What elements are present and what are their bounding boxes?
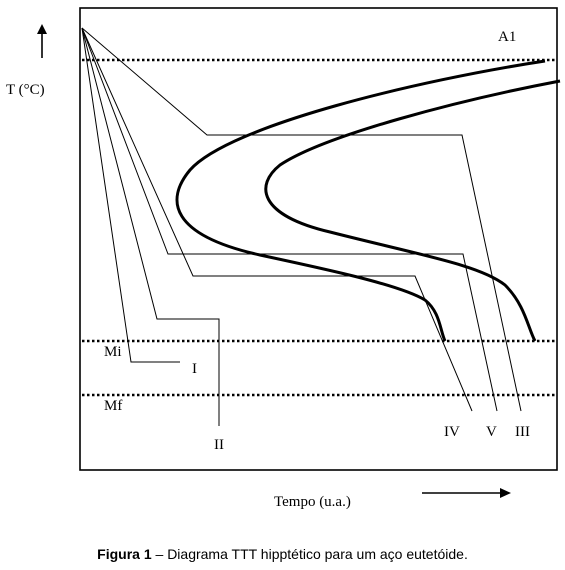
cooling-path-III <box>81 27 522 412</box>
figure-caption-prefix: Figura 1 <box>97 546 152 562</box>
path-label-III: III <box>515 424 530 440</box>
a1-label: A1 <box>498 29 516 45</box>
y-axis-label: T (°C) <box>6 82 45 98</box>
cooling-path-V <box>81 27 498 412</box>
transformation-end-curve <box>264 79 561 342</box>
path-label-V: V <box>486 424 497 440</box>
cooling-path-II <box>81 27 220 426</box>
figure-caption: Figura 1 – Diagrama TTT hipptético para … <box>0 546 565 562</box>
path-label-IV: IV <box>444 424 460 440</box>
plot-frame <box>79 7 558 471</box>
path-label-I: I <box>192 361 197 377</box>
time-arrow-icon <box>422 488 511 498</box>
cooling-path-I <box>81 27 180 363</box>
temperature-arrow-icon <box>37 24 47 58</box>
figure-caption-text: – Diagrama TTT hipptético para um aço eu… <box>151 546 468 562</box>
mi-label: Mi <box>104 344 122 360</box>
path-label-II: II <box>214 437 224 453</box>
x-axis-label: Tempo (u.a.) <box>274 494 351 510</box>
cooling-path-IV <box>81 27 473 412</box>
transformation-start-curve <box>175 59 546 342</box>
mf-label: Mf <box>104 398 122 414</box>
